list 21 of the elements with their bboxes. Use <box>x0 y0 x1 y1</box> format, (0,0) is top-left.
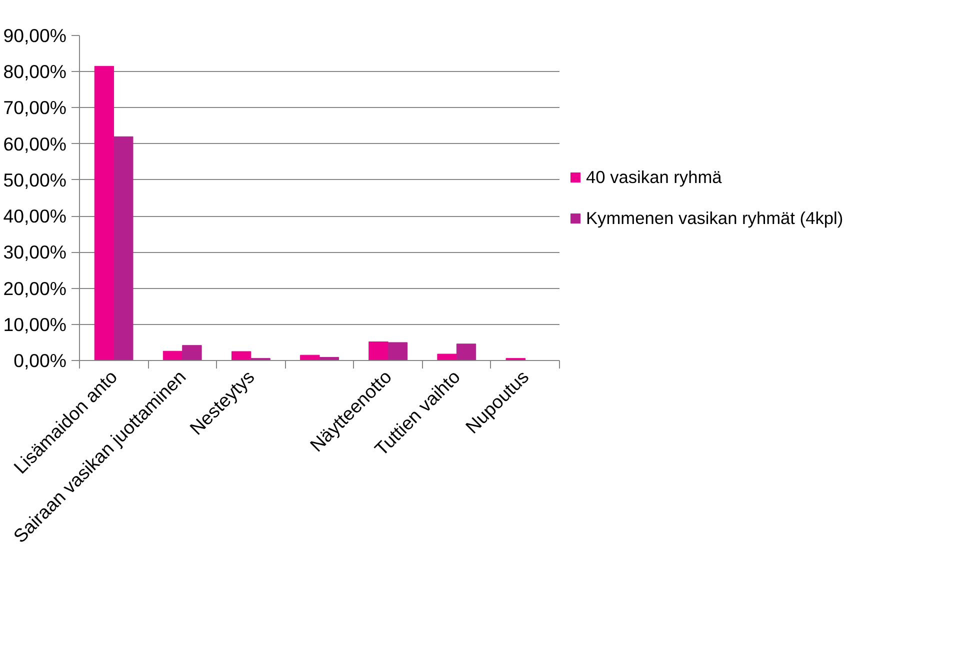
y-tick-label: 10,00% <box>3 314 67 335</box>
bar <box>182 345 202 360</box>
y-tick-label: 0,00% <box>14 350 67 371</box>
y-tick-label: 30,00% <box>3 242 67 263</box>
bar <box>114 136 134 360</box>
legend-label: Kymmenen vasikan ryhmät (4kpl) <box>586 208 844 228</box>
y-tick-label: 60,00% <box>3 133 67 154</box>
bar <box>388 342 408 360</box>
bar <box>162 350 183 360</box>
bar <box>437 354 457 360</box>
bar <box>368 341 388 360</box>
bar <box>231 351 252 360</box>
y-tick-label: 70,00% <box>3 97 67 118</box>
y-tick-label: 50,00% <box>3 169 67 190</box>
y-tick-label: 20,00% <box>3 278 67 299</box>
y-tick-label: 90,00% <box>3 25 67 46</box>
bar <box>456 344 476 360</box>
bar <box>94 66 114 360</box>
legend-label: 40 vasikan ryhmä <box>586 166 722 188</box>
y-tick-label: 80,00% <box>3 61 67 82</box>
y-tick-label: 40,00% <box>3 206 67 227</box>
